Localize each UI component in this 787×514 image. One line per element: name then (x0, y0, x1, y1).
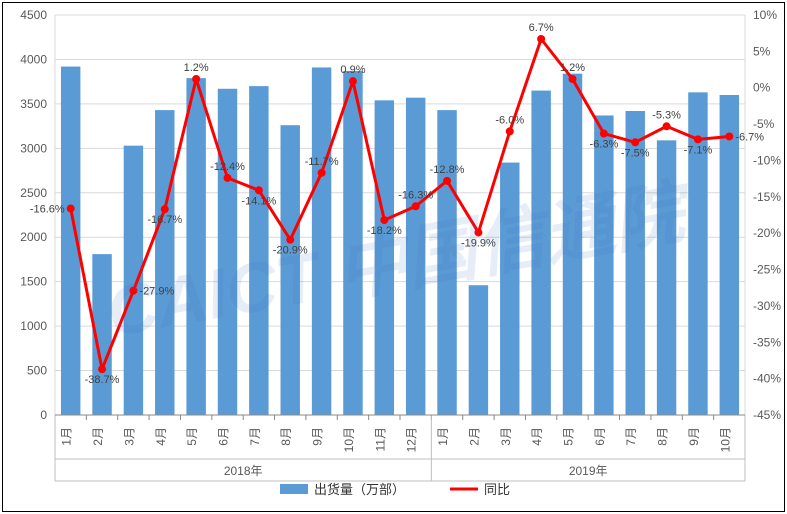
chart-border (2, 2, 785, 512)
chart-container: CAICT 中国信通院 0500100015002000250030003500… (0, 0, 787, 514)
